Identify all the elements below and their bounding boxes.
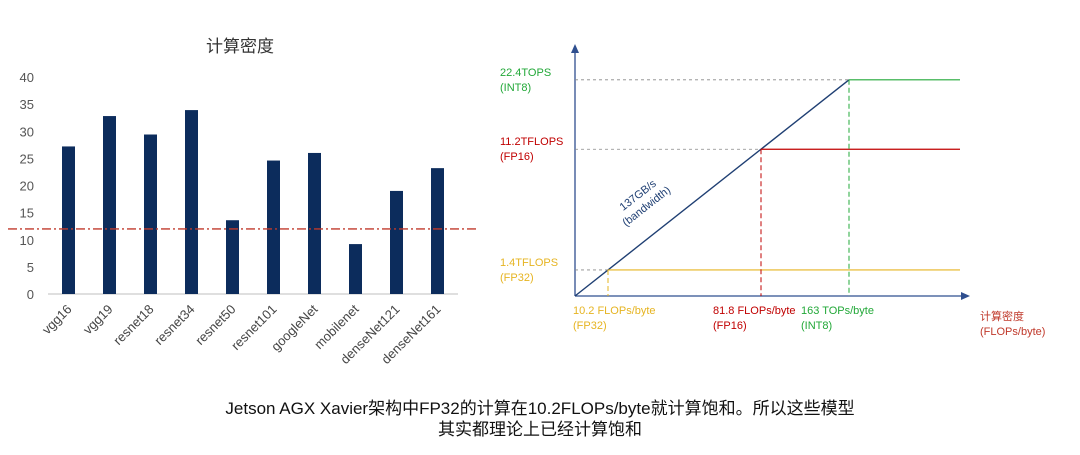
bandwidth-label: 137GB/s(bandwidth) bbox=[612, 173, 673, 229]
caption-line-2: 其实都理论上已经计算饱和 bbox=[438, 420, 642, 439]
ridge-point-label: 163 TOPs/byte bbox=[801, 305, 874, 317]
peak-performance-label: 22.4TOPS bbox=[500, 67, 551, 79]
bar bbox=[349, 244, 362, 294]
x-tick-label: vgg16 bbox=[39, 302, 75, 338]
y-tick-label: 15 bbox=[20, 206, 34, 221]
y-tick-label: 0 bbox=[27, 287, 34, 302]
peak-performance-label: (FP32) bbox=[500, 272, 534, 284]
y-tick-label: 30 bbox=[20, 124, 34, 139]
bar bbox=[226, 220, 239, 294]
bar bbox=[144, 134, 157, 294]
peak-performance-label: (FP16) bbox=[500, 151, 534, 163]
y-tick-label: 40 bbox=[20, 70, 34, 85]
x-axis-arrow bbox=[961, 292, 970, 300]
bar bbox=[185, 110, 198, 294]
roofline-chart: 137GB/s(bandwidth) 1.4TFLOPS (FP32) 10.2 FL… bbox=[500, 44, 1045, 338]
bar-chart: 计算密度 0 5 10 15 20 25 30 35 40 vgg16 vgg19resnet18r… bbox=[8, 37, 476, 367]
ridge-point-label: (FP16) bbox=[713, 320, 747, 332]
bar bbox=[62, 146, 75, 294]
caption-line-1: Jetson AGX Xavier架构中FP32的计算在10.2FLOPs/by… bbox=[225, 399, 855, 418]
x-axis-label: (FLOPs/byte) bbox=[980, 326, 1045, 338]
y-tick-label: 5 bbox=[27, 260, 34, 275]
caption: Jetson AGX Xavier架构中FP32的计算在10.2FLOPs/by… bbox=[0, 398, 1080, 440]
ridge-point-label: (INT8) bbox=[801, 320, 832, 332]
x-tick-label: resnet18 bbox=[110, 302, 156, 348]
bar bbox=[431, 168, 444, 294]
x-tick-label: resnet34 bbox=[151, 302, 197, 348]
y-axis-arrow bbox=[571, 44, 579, 53]
bar bbox=[103, 116, 116, 294]
x-tick-label: vgg19 bbox=[80, 302, 116, 338]
y-tick-label: 20 bbox=[20, 179, 34, 194]
peak-performance-label: (INT8) bbox=[500, 82, 531, 94]
x-axis-label: 计算密度 bbox=[980, 309, 1024, 323]
peak-performance-label: 1.4TFLOPS bbox=[500, 257, 558, 269]
chart-title: 计算密度 bbox=[206, 37, 274, 57]
peak-performance-label: 11.2TFLOPS bbox=[500, 136, 563, 148]
y-tick-label: 25 bbox=[20, 151, 34, 166]
bar bbox=[308, 152, 321, 294]
y-tick-label: 35 bbox=[20, 97, 34, 112]
bandwidth-roof-line bbox=[574, 79, 850, 297]
y-tick-label: 10 bbox=[20, 233, 34, 248]
ridge-point-label: 10.2 FLOPs/byte bbox=[573, 305, 656, 317]
bar bbox=[267, 160, 280, 294]
ridge-point-label: 81.8 FLOPs/byte bbox=[713, 305, 796, 317]
bar bbox=[390, 190, 403, 294]
ridge-point-label: (FP32) bbox=[573, 320, 607, 332]
